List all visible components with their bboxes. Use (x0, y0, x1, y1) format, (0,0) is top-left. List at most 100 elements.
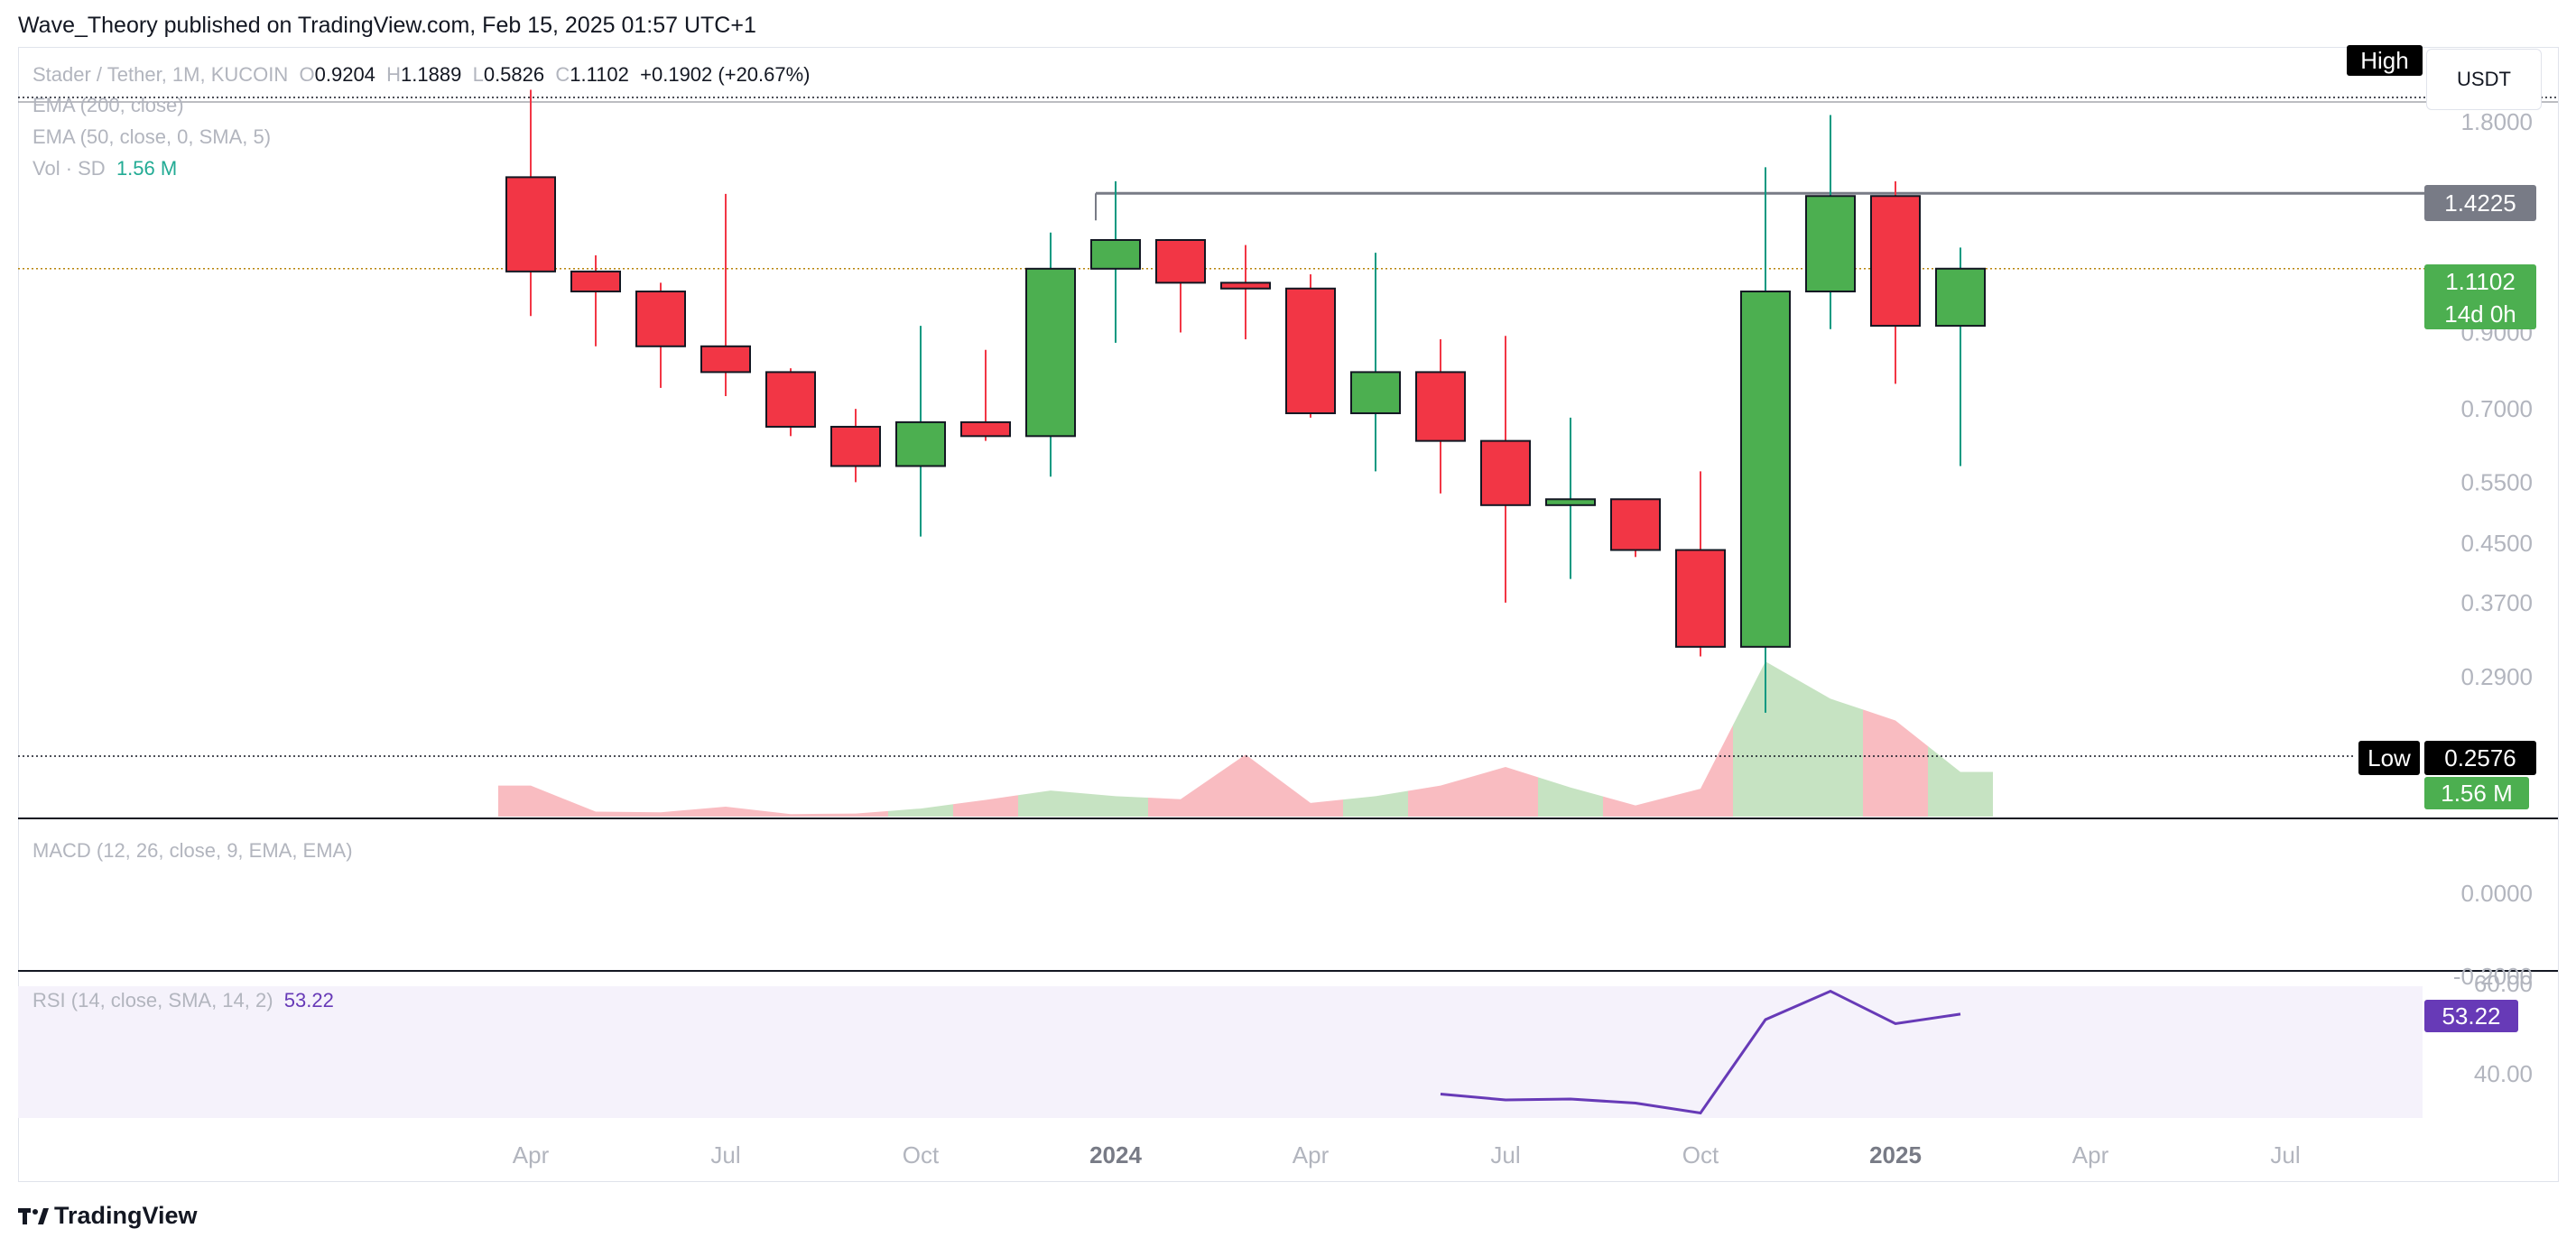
rsi-tag: 53.22 (2424, 1000, 2518, 1032)
candle-body (635, 291, 686, 347)
close-label: C (555, 63, 570, 86)
candle-body (1155, 238, 1206, 284)
candle-body (1805, 195, 1856, 293)
low-tag: Low (2358, 741, 2420, 775)
candle-body (1025, 267, 1076, 438)
time-axis-label: Apr (1293, 1141, 1330, 1168)
open-value: 0.9204 (314, 63, 375, 86)
volume-layer (498, 661, 1993, 817)
candle-body (1220, 282, 1271, 290)
candle-body (1740, 291, 1791, 648)
time-axis-label: 2024 (1089, 1141, 1142, 1168)
change-value: +0.1902 (+20.67%) (640, 63, 811, 86)
axes-layer: 1.80000.90000.70000.55000.45000.37000.29… (513, 108, 2533, 1168)
countdown-tag: 14d 0h (2424, 299, 2536, 329)
volume-bar (563, 799, 628, 817)
low-price-tag: 0.2576 (2424, 741, 2536, 775)
volume-bar (1018, 790, 1083, 817)
price-axis-label: 1.8000 (2460, 108, 2533, 135)
candle-body (1675, 549, 1726, 648)
volume-value: 1.56 M (116, 157, 178, 180)
candle-body (700, 345, 751, 374)
grid-layer (18, 817, 2558, 1118)
volume-bar (1603, 796, 1668, 817)
open-label: O (299, 63, 315, 86)
time-axis-label: Apr (513, 1141, 550, 1168)
candle-body (1415, 371, 1466, 442)
rsi-line (1440, 989, 1961, 1115)
volume-bar (1473, 767, 1538, 817)
time-axis-label: Jul (1490, 1141, 1520, 1168)
candle-body (1935, 267, 1986, 328)
time-axis-label: Oct (1682, 1141, 1719, 1168)
volume-bar (1408, 776, 1473, 817)
volume-bar (1148, 777, 1213, 817)
macd-axis-label: 0.0000 (2460, 880, 2533, 907)
ema200-label[interactable]: EMA (200, close) (32, 94, 184, 116)
macd-label[interactable]: MACD (12, 26, close, 9, EMA, EMA) (32, 839, 353, 862)
candle-body (960, 420, 1011, 438)
volume-bar (888, 804, 953, 817)
volume-bar (1928, 745, 1993, 817)
tradingview-logo-text: TradingView (54, 1202, 198, 1229)
rsi-background (18, 986, 2423, 1118)
volume-bar (1343, 790, 1408, 817)
candles-layer (505, 89, 1986, 713)
time-axis-label: Jul (710, 1141, 740, 1168)
candle-body (1870, 195, 1921, 328)
rsi-value: 53.22 (283, 989, 334, 1011)
candle-body (765, 371, 816, 428)
symbol-name[interactable]: Stader / Tether, 1M, KUCOIN (32, 63, 289, 86)
volume-bar (498, 785, 563, 817)
resistance-price-tag: 1.4225 (2424, 185, 2536, 221)
high-label: H (386, 63, 402, 86)
currency-selector[interactable]: USDT (2426, 49, 2542, 110)
candle-body (1480, 439, 1531, 506)
candle-body (570, 270, 621, 293)
tradingview-logo-icon (18, 1207, 49, 1224)
candle-body (1090, 238, 1141, 270)
volume-bar (1733, 661, 1798, 817)
price-axis-label: 0.3700 (2460, 589, 2533, 616)
volume-bar (758, 810, 823, 817)
chart-frame (18, 47, 2559, 1182)
price-axis-label: 0.2900 (2460, 663, 2533, 690)
candle-body (1545, 498, 1596, 506)
volume-bar (693, 807, 758, 817)
candle-body (830, 425, 881, 467)
candle-body (505, 176, 556, 272)
volume-bar (1538, 777, 1603, 817)
rsi-axis-label: 60.00 (2474, 970, 2533, 997)
candle-body (1610, 498, 1661, 551)
rsi-label: RSI (14, close, SMA, 14, 2) (32, 989, 273, 1011)
tradingview-logo[interactable]: TradingView (18, 1202, 198, 1230)
time-axis-label: Jul (2270, 1141, 2300, 1168)
volume-label: Vol · SD (32, 157, 106, 180)
volume-bar (1798, 679, 1863, 817)
rsi-legend[interactable]: RSI (14, close, SMA, 14, 2) 53.22 (32, 989, 334, 1012)
volume-bar (628, 809, 693, 817)
price-axis-label: 0.4500 (2460, 530, 2533, 557)
volume-bar (1863, 709, 1928, 817)
rsi-layer (1440, 989, 1961, 1115)
volume-bar (1083, 793, 1148, 817)
price-axis-label: 0.5500 (2460, 468, 2533, 495)
last-price-tag: 1.1102 (2424, 264, 2536, 299)
volume-legend[interactable]: Vol · SD 1.56 M (32, 157, 177, 180)
high-tag: High (2347, 45, 2423, 76)
macd-axis-label: -0.2000 (2453, 963, 2533, 990)
low-value: 0.5826 (483, 63, 545, 86)
volume-bar (953, 795, 1018, 817)
price-axis-label: 0.7000 (2460, 395, 2533, 422)
ema50-label[interactable]: EMA (50, close, 0, SMA, 5) (32, 125, 272, 148)
volume-bar (1278, 779, 1343, 817)
ohlc-legend: Stader / Tether, 1M, KUCOIN O0.9204 H1.1… (32, 63, 811, 87)
volume-tag: 1.56 M (2424, 777, 2529, 809)
time-axis-label: Oct (903, 1141, 940, 1168)
candle-body (1350, 371, 1401, 414)
candle-body (895, 420, 946, 467)
high-value: 1.1889 (401, 63, 462, 86)
time-axis-label: 2025 (1869, 1141, 1922, 1168)
time-axis-label: Apr (2072, 1141, 2109, 1168)
